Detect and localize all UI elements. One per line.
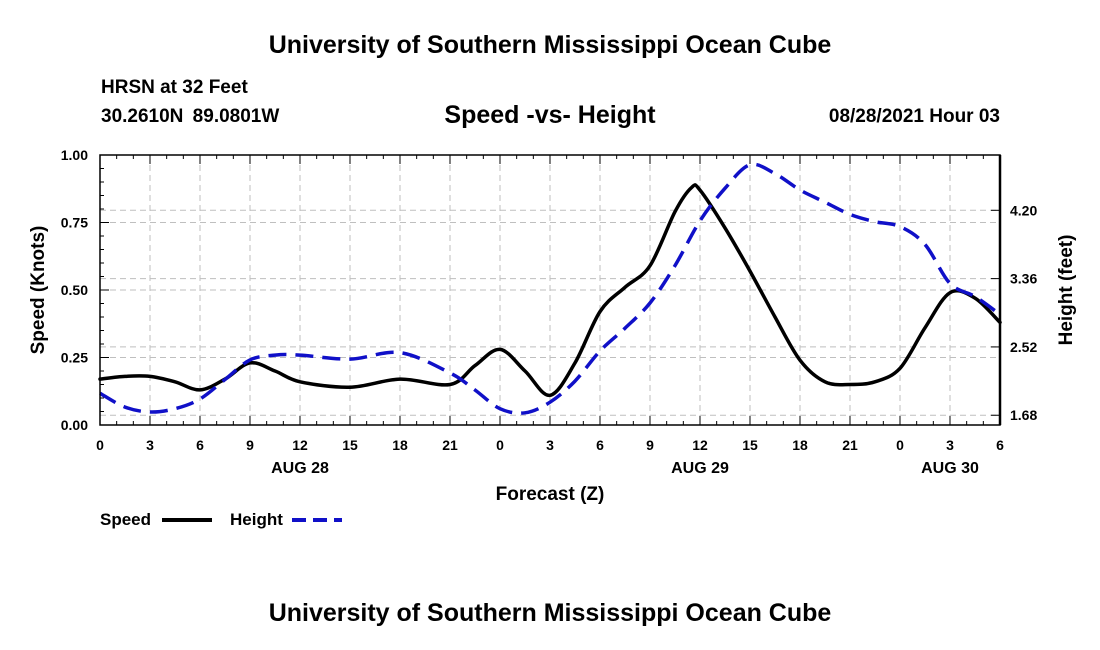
axes: 0 3 6 9 12 15 18 21 0 3 6 9 12 15 18 21 0 3 6 AUG 28 AUG 29 A… (61, 147, 1038, 477)
chart-title: University of Southern Mississippi Ocean… (268, 31, 832, 59)
station-label: HRSN at 32 Feet (101, 77, 248, 98)
x-tick-label: 15 (342, 437, 358, 453)
x-tick-label: 0 (496, 437, 504, 453)
legend-speed-label: Speed (100, 510, 151, 529)
x-tick-label: 3 (546, 437, 554, 453)
x-tick-label: 6 (596, 437, 604, 453)
x-tick-label: 9 (246, 437, 254, 453)
date-label: AUG 30 (921, 460, 979, 477)
x-tick-label: 21 (442, 437, 458, 453)
y2-tick-label: 2.52 (1010, 339, 1037, 355)
y-tick-label: 1.00 (61, 147, 88, 163)
x-tick-label: 12 (692, 437, 708, 453)
forecast-runtime: 08/28/2021 Hour 03 (828, 106, 1000, 127)
date-label: AUG 29 (671, 460, 729, 477)
x-tick-label: 3 (146, 437, 154, 453)
x-tick-label: 9 (646, 437, 654, 453)
y-tick-label: 0.50 (61, 282, 88, 298)
x-tick-label: 15 (742, 437, 758, 453)
series-layer (98, 162, 1002, 415)
y2-tick-label: 1.68 (1010, 407, 1037, 423)
y2-tick-label: 4.20 (1010, 202, 1037, 218)
y-tick-label: 0.25 (61, 350, 88, 366)
station-coordinates: 30.2610N 89.0801W (101, 106, 280, 127)
date-label: AUG 28 (271, 460, 329, 477)
x-tick-label: 3 (946, 437, 954, 453)
x-tick-label: 18 (392, 437, 408, 453)
grid-lines (100, 155, 1000, 425)
height-series-line (99, 162, 1002, 415)
x-tick-label: 0 (96, 437, 104, 453)
footer-title: University of Southern Mississippi Ocean… (268, 599, 832, 627)
y-axis-label: Speed (Knots) (28, 226, 49, 355)
y-tick-label: 0.75 (61, 215, 88, 231)
x-tick-label: 21 (842, 437, 858, 453)
x-tick-label: 12 (292, 437, 308, 453)
y2-tick-label: 3.36 (1010, 271, 1037, 287)
x-tick-label: 18 (792, 437, 808, 453)
y-tick-label: 0.00 (61, 417, 88, 433)
x-tick-label: 6 (996, 437, 1004, 453)
chart-subtitle: Speed -vs- Height (444, 101, 656, 129)
speed-series-line (98, 183, 1002, 398)
x-axis-label: Forecast (Z) (496, 484, 605, 505)
legend-height-label: Height (230, 510, 283, 529)
x-tick-label: 0 (896, 437, 904, 453)
x-tick-label: 6 (196, 437, 204, 453)
y2-axis-label: Height (feet) (1056, 235, 1077, 346)
